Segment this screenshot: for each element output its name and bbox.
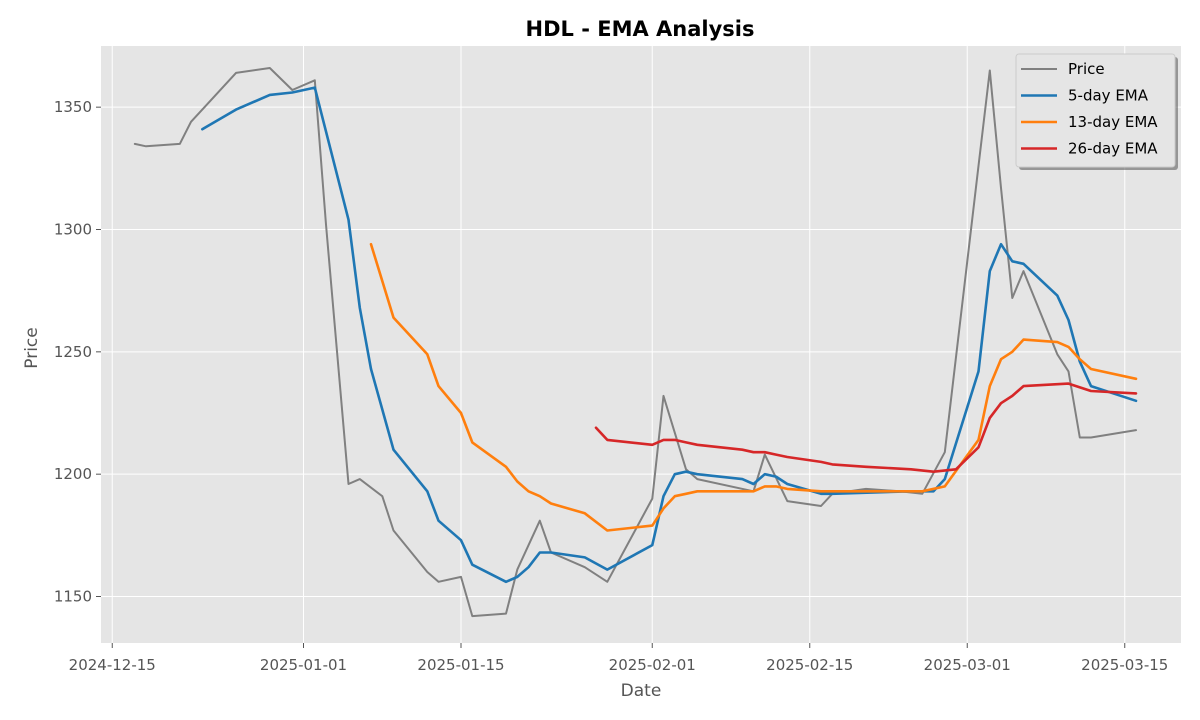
y-axis-ticks: 1150 1200 1250 1300 1350	[54, 98, 101, 606]
y-tick-label: 1300	[54, 221, 92, 239]
chart-title: HDL - EMA Analysis	[526, 17, 755, 41]
legend-label-price: Price	[1068, 60, 1105, 78]
legend-label-ema13: 13-day EMA	[1068, 113, 1158, 131]
legend-label-ema26: 26-day EMA	[1068, 140, 1158, 158]
x-tick-label: 2025-03-15	[1081, 656, 1168, 674]
price-series-line	[133, 67, 1137, 618]
ema5-series-line	[201, 86, 1138, 584]
ema26-series-line	[594, 382, 1138, 474]
x-tick-label: 2025-03-01	[924, 656, 1011, 674]
legend: Price 5-day EMA 13-day EMA 26-day EMA	[1015, 53, 1178, 170]
x-tick-label: 2025-02-01	[609, 656, 696, 674]
x-tick-label: 2025-01-15	[417, 656, 504, 674]
y-tick-label: 1250	[54, 343, 92, 361]
ema13-series-line	[369, 242, 1138, 532]
legend-box	[1015, 53, 1176, 168]
legend-label-ema5: 5-day EMA	[1068, 87, 1149, 105]
x-axis-label: Date	[621, 681, 662, 701]
y-axis-label: Price	[22, 327, 42, 368]
y-tick-label: 1350	[54, 98, 92, 116]
x-tick-label: 2025-01-01	[260, 656, 347, 674]
x-axis-ticks: 2024-12-15 2025-01-01 2025-01-15 2025-02-01…	[69, 643, 1168, 674]
x-tick-label: 2024-12-15	[69, 656, 156, 674]
x-tick-label: 2025-02-15	[766, 656, 853, 674]
y-tick-label: 1200	[54, 465, 92, 483]
y-tick-label: 1150	[54, 588, 92, 606]
series-layer	[133, 67, 1138, 618]
plot-area	[101, 46, 1181, 643]
grid-lines	[101, 46, 1181, 643]
